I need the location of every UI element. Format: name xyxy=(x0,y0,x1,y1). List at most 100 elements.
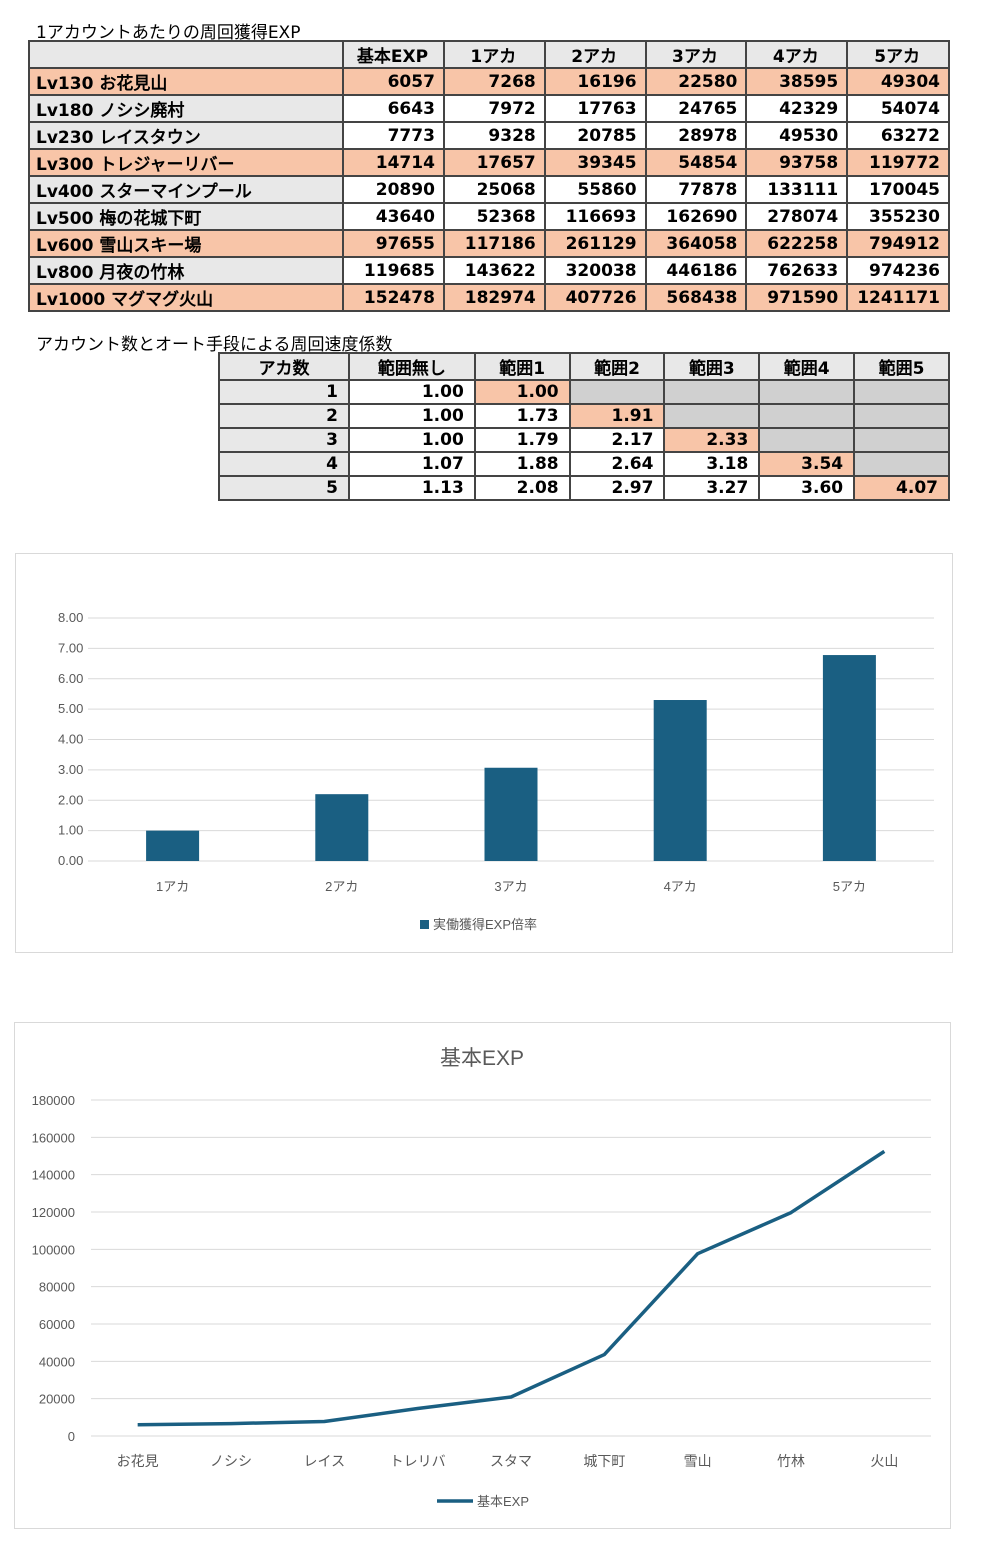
speed-coefficient-cell: 3.27 xyxy=(663,475,761,501)
speed-header-cell: 範囲4 xyxy=(758,352,856,381)
exp-value-cell: 42329 xyxy=(745,94,849,123)
exp-table-row: Lv400 スターマインプール 20890 25068 55860 77878 13311… xyxy=(27,175,950,204)
exp-value-cell: 446186 xyxy=(644,256,748,285)
speed-coefficient-cell: 1.00 xyxy=(348,379,476,405)
speed-coefficient-cell xyxy=(758,403,856,429)
speed-coefficient-cell: 1.73 xyxy=(473,403,571,429)
exp-multiplier-bar-chart: 0.00 1.00 2.00 3.00 4.00 5.00 6.00 7.00 8.00 1アカ 2… xyxy=(15,553,953,953)
exp-value-cell: 320038 xyxy=(543,256,647,285)
exp-value-cell: 7773 xyxy=(342,121,445,150)
x-tick-label: 2アカ xyxy=(325,879,358,894)
speed-table: アカ数 範囲無し 範囲1 範囲2 範囲3 範囲4 範囲5 1 1.00 1.00 2 1.00 1.73… xyxy=(218,352,950,501)
exp-value-cell: 568438 xyxy=(644,283,748,312)
speed-coefficient-cell xyxy=(853,451,950,477)
speed-header-cell: 範囲無し xyxy=(348,352,476,381)
exp-value-cell: 794912 xyxy=(846,229,950,258)
y-tick-label: 7.00 xyxy=(58,640,83,655)
exp-value-cell: 28978 xyxy=(644,121,748,150)
exp-table-row: Lv500 梅の花城下町 43640 52368 116693 162690 278074… xyxy=(27,202,950,231)
exp-value-cell: 55860 xyxy=(543,175,647,204)
exp-value-cell: 24765 xyxy=(644,94,748,123)
exp-value-cell: 43640 xyxy=(342,202,445,231)
exp-value-cell: 22580 xyxy=(644,67,748,96)
x-tick-label: お花見 xyxy=(117,1453,159,1469)
speed-coefficient-cell: 2.64 xyxy=(568,451,666,477)
account-count-cell: 2 xyxy=(218,403,350,429)
speed-coefficient-cell: 3.60 xyxy=(758,475,856,501)
exp-value-cell: 52368 xyxy=(442,202,546,231)
y-tick-label: 120000 xyxy=(32,1205,75,1220)
exp-value-cell: 54854 xyxy=(644,148,748,177)
stage-label: Lv300 トレジャーリバー xyxy=(27,148,345,177)
bar xyxy=(315,794,369,861)
exp-value-cell: 49530 xyxy=(745,121,849,150)
x-tick-label: 1アカ xyxy=(156,879,189,894)
exp-table-row: Lv1000 マグマグ火山 152478 182974 407726 568438 971… xyxy=(27,283,950,312)
speed-coefficient-cell: 4.07 xyxy=(853,475,950,501)
exp-header-cell: 3アカ xyxy=(644,40,748,69)
x-tick-label: 竹林 xyxy=(777,1453,805,1469)
exp-header-cell: 5アカ xyxy=(846,40,950,69)
y-tick-label: 60000 xyxy=(39,1317,75,1332)
x-tick-label: 3アカ xyxy=(494,879,527,894)
exp-value-cell: 355230 xyxy=(846,202,950,231)
exp-value-cell: 6643 xyxy=(342,94,445,123)
speed-table-row: 3 1.00 1.79 2.17 2.33 xyxy=(218,427,950,453)
y-tick-label: 6.00 xyxy=(58,671,83,686)
account-count-cell: 5 xyxy=(218,475,350,501)
exp-value-cell: 971590 xyxy=(745,283,849,312)
exp-value-cell: 119772 xyxy=(846,148,950,177)
header-blank-cell xyxy=(27,40,345,69)
speed-coefficient-cell: 1.88 xyxy=(473,451,571,477)
y-tick-label: 3.00 xyxy=(58,762,83,777)
account-count-cell: 4 xyxy=(218,451,350,477)
speed-coefficient-cell: 1.00 xyxy=(473,379,571,405)
x-tick-label: 雪山 xyxy=(684,1453,712,1469)
y-tick-label: 5.00 xyxy=(58,701,83,716)
speed-coefficient-cell: 1.79 xyxy=(473,427,571,453)
line-chart-svg: 基本EXP 0 20000 40000 60000 80000 100000 120000 14… xyxy=(32,1047,931,1509)
exp-value-cell: 25068 xyxy=(442,175,546,204)
speed-header-cell: 範囲2 xyxy=(568,352,666,381)
exp-value-cell: 20785 xyxy=(543,121,647,150)
exp-value-cell: 116693 xyxy=(543,202,647,231)
speed-coefficient-cell xyxy=(568,379,666,405)
speed-coefficient-cell: 1.00 xyxy=(348,403,476,429)
stage-label: Lv180 ノシシ廃村 xyxy=(27,94,345,123)
exp-value-cell: 119685 xyxy=(342,256,445,285)
x-tick-label: レイス xyxy=(304,1453,346,1469)
y-tick-label: 20000 xyxy=(39,1392,75,1407)
x-tick-label: 4アカ xyxy=(664,879,697,894)
exp-value-cell: 364058 xyxy=(644,229,748,258)
x-tick-label: ノシシ xyxy=(210,1453,252,1469)
speed-coefficient-cell xyxy=(853,427,950,453)
exp-table: 基本EXP 1アカ 2アカ 3アカ 4アカ 5アカ Lv130 お花見山 6057 7268 16… xyxy=(27,40,950,312)
exp-value-cell: 7972 xyxy=(442,94,546,123)
exp-value-cell: 974236 xyxy=(846,256,950,285)
y-tick-label: 2.00 xyxy=(58,792,83,807)
speed-coefficient-cell: 2.97 xyxy=(568,475,666,501)
exp-table-row: Lv300 トレジャーリバー 14714 17657 39345 54854 93758 1… xyxy=(27,148,950,177)
stage-label: Lv600 雪山スキー場 xyxy=(27,229,345,258)
y-tick-label: 80000 xyxy=(39,1280,75,1295)
y-tick-label: 4.00 xyxy=(58,732,83,747)
y-tick-label: 8.00 xyxy=(58,610,83,625)
exp-value-cell: 143622 xyxy=(442,256,546,285)
speed-table-row: 2 1.00 1.73 1.91 xyxy=(218,403,950,429)
exp-value-cell: 9328 xyxy=(442,121,546,150)
exp-value-cell: 162690 xyxy=(644,202,748,231)
stage-label: Lv800 月夜の竹林 xyxy=(27,256,345,285)
legend-swatch xyxy=(420,920,429,929)
bar xyxy=(146,830,200,861)
bar xyxy=(822,655,876,861)
exp-value-cell: 6057 xyxy=(342,67,445,96)
stage-label: Lv500 梅の花城下町 xyxy=(27,202,345,231)
stage-label: Lv400 スターマインプール xyxy=(27,175,345,204)
exp-header-cell: 4アカ xyxy=(745,40,849,69)
bar xyxy=(484,767,538,861)
y-tick-label: 100000 xyxy=(32,1242,75,1257)
speed-coefficient-cell: 3.18 xyxy=(663,451,761,477)
y-tick-label: 1.00 xyxy=(58,823,83,838)
legend-label: 基本EXP xyxy=(477,1494,529,1509)
exp-table-row: Lv180 ノシシ廃村 6643 7972 17763 24765 42329 54074 xyxy=(27,94,950,123)
